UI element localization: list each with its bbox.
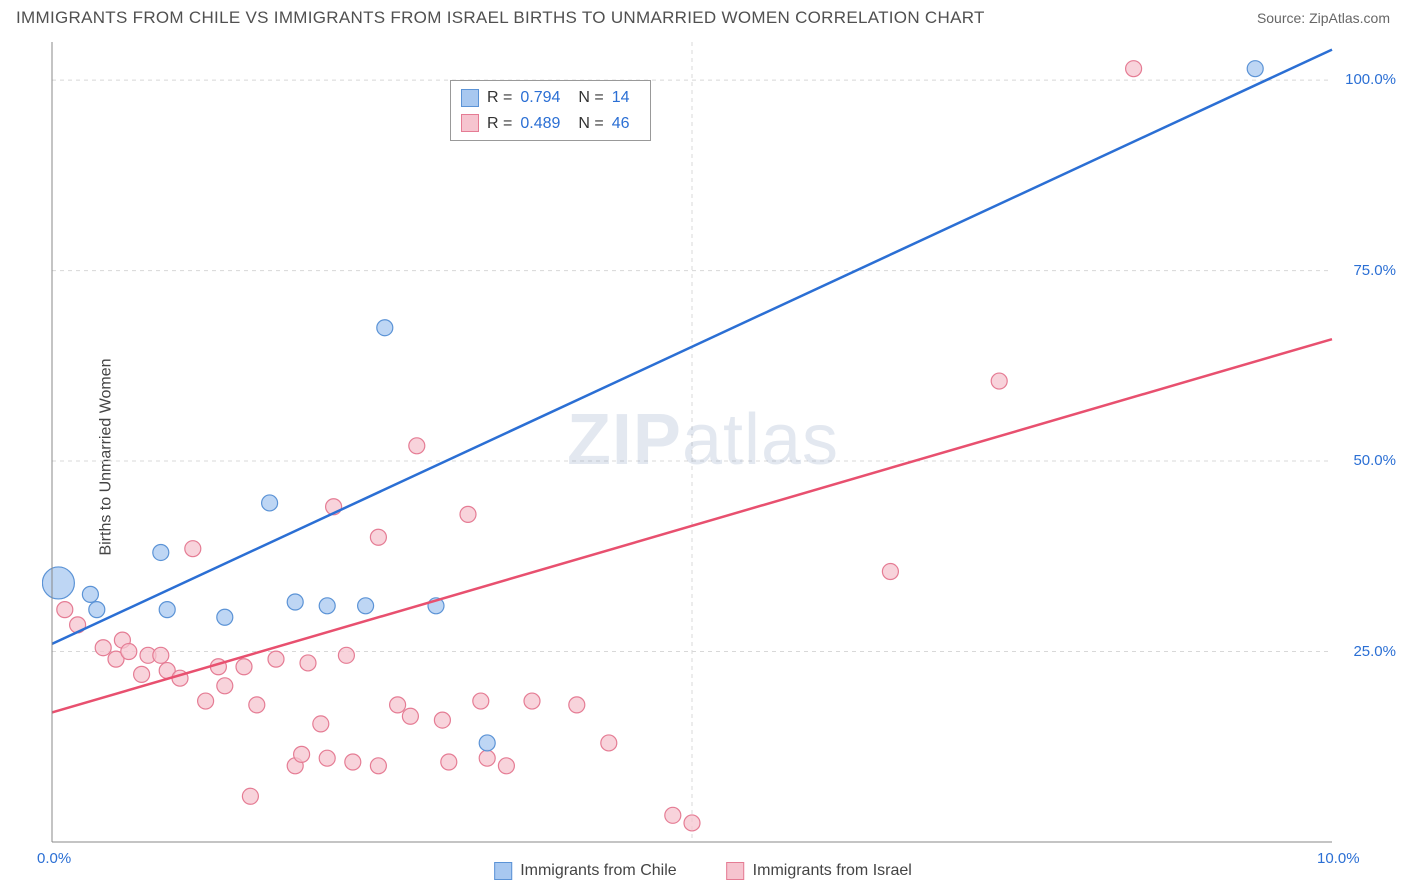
header: IMMIGRANTS FROM CHILE VS IMMIGRANTS FROM…: [0, 0, 1406, 32]
legend-label: Immigrants from Chile: [520, 862, 676, 880]
legend-label: Immigrants from Israel: [753, 862, 912, 880]
x-tick-label: 0.0%: [37, 850, 71, 867]
scatter-chart-svg: [42, 32, 1392, 882]
swatch-chile-icon: [461, 89, 479, 107]
stats-row-chile: R = 0.794 N = 14: [461, 85, 640, 111]
swatch-chile-icon: [494, 862, 512, 880]
stats-row-israel: R = 0.489 N = 46: [461, 111, 640, 137]
y-tick-label: 50.0%: [1353, 452, 1396, 469]
legend-item-israel: Immigrants from Israel: [727, 862, 912, 880]
x-tick-label: 10.0%: [1317, 850, 1360, 867]
y-tick-label: 25.0%: [1353, 643, 1396, 660]
swatch-israel-icon: [727, 862, 745, 880]
stats-legend: R = 0.794 N = 14 R = 0.489 N = 46: [450, 80, 651, 141]
legend-item-chile: Immigrants from Chile: [494, 862, 676, 880]
swatch-israel-icon: [461, 114, 479, 132]
y-tick-label: 100.0%: [1345, 71, 1396, 88]
chart-area: Births to Unmarried Women ZIPatlas R = 0…: [0, 32, 1406, 882]
series-legend: Immigrants from Chile Immigrants from Is…: [494, 862, 912, 880]
chart-title: IMMIGRANTS FROM CHILE VS IMMIGRANTS FROM…: [16, 8, 985, 28]
source-attribution: Source: ZipAtlas.com: [1257, 10, 1390, 26]
y-tick-label: 75.0%: [1353, 262, 1396, 279]
